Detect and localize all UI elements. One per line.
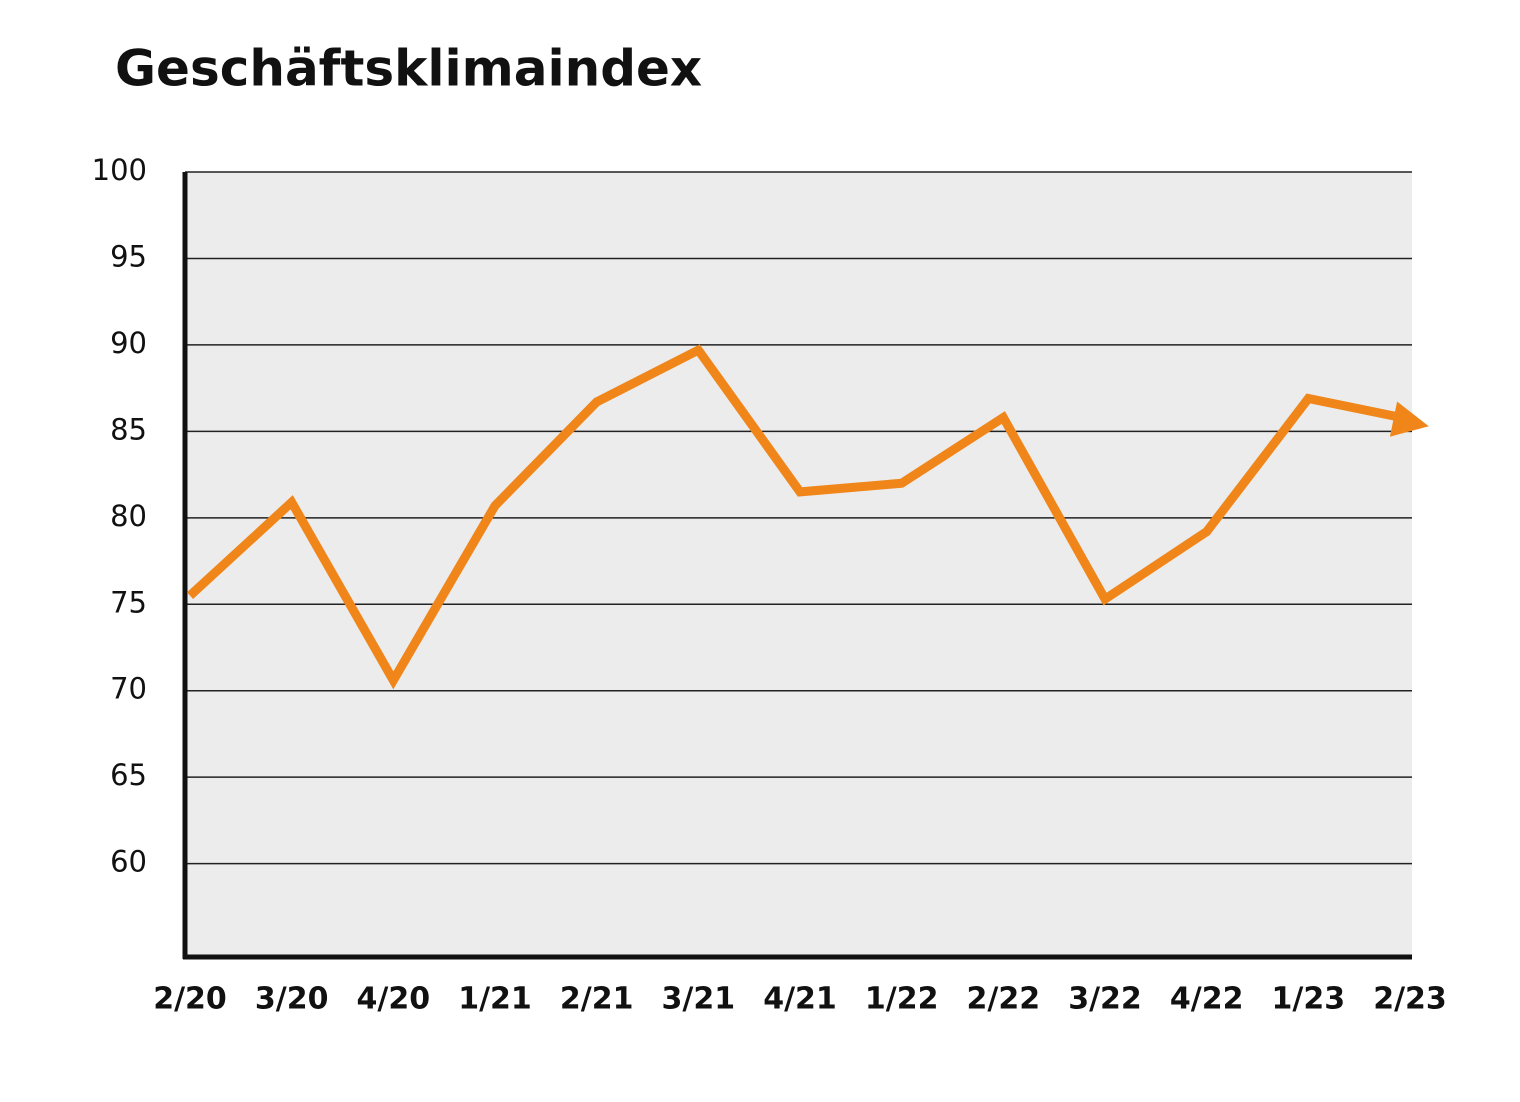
x-tick-label: 2/21 [560,982,634,1017]
x-tick-label: 2/23 [1373,982,1447,1017]
y-tick-label: 65 [110,758,147,792]
x-tick-label: 1/23 [1272,982,1346,1017]
plot-area [185,172,1412,957]
y-tick-label: 100 [92,153,147,187]
x-tick-label: 4/21 [763,982,837,1017]
x-tick-label: 1/21 [458,982,532,1017]
x-tick-label: 3/21 [662,982,736,1017]
x-tick-label: 4/20 [357,982,431,1017]
y-tick-label: 95 [110,239,147,273]
x-tick-label: 2/22 [967,982,1041,1017]
x-tick-label: 1/22 [865,982,939,1017]
x-tick-label: 4/22 [1170,982,1244,1017]
y-tick-label: 75 [110,585,147,619]
x-tick-label: 2/20 [153,982,227,1017]
y-tick-label: 80 [110,499,147,533]
x-tick-label: 3/22 [1068,982,1142,1017]
y-tick-label: 90 [110,326,147,360]
y-tick-label: 60 [110,845,147,879]
data-line [186,344,1429,690]
chart-title: Geschäftsklimaindex [115,40,702,98]
y-tick-label: 85 [110,412,147,446]
x-tick-label: 3/20 [255,982,329,1017]
y-tick-label: 70 [110,672,147,706]
